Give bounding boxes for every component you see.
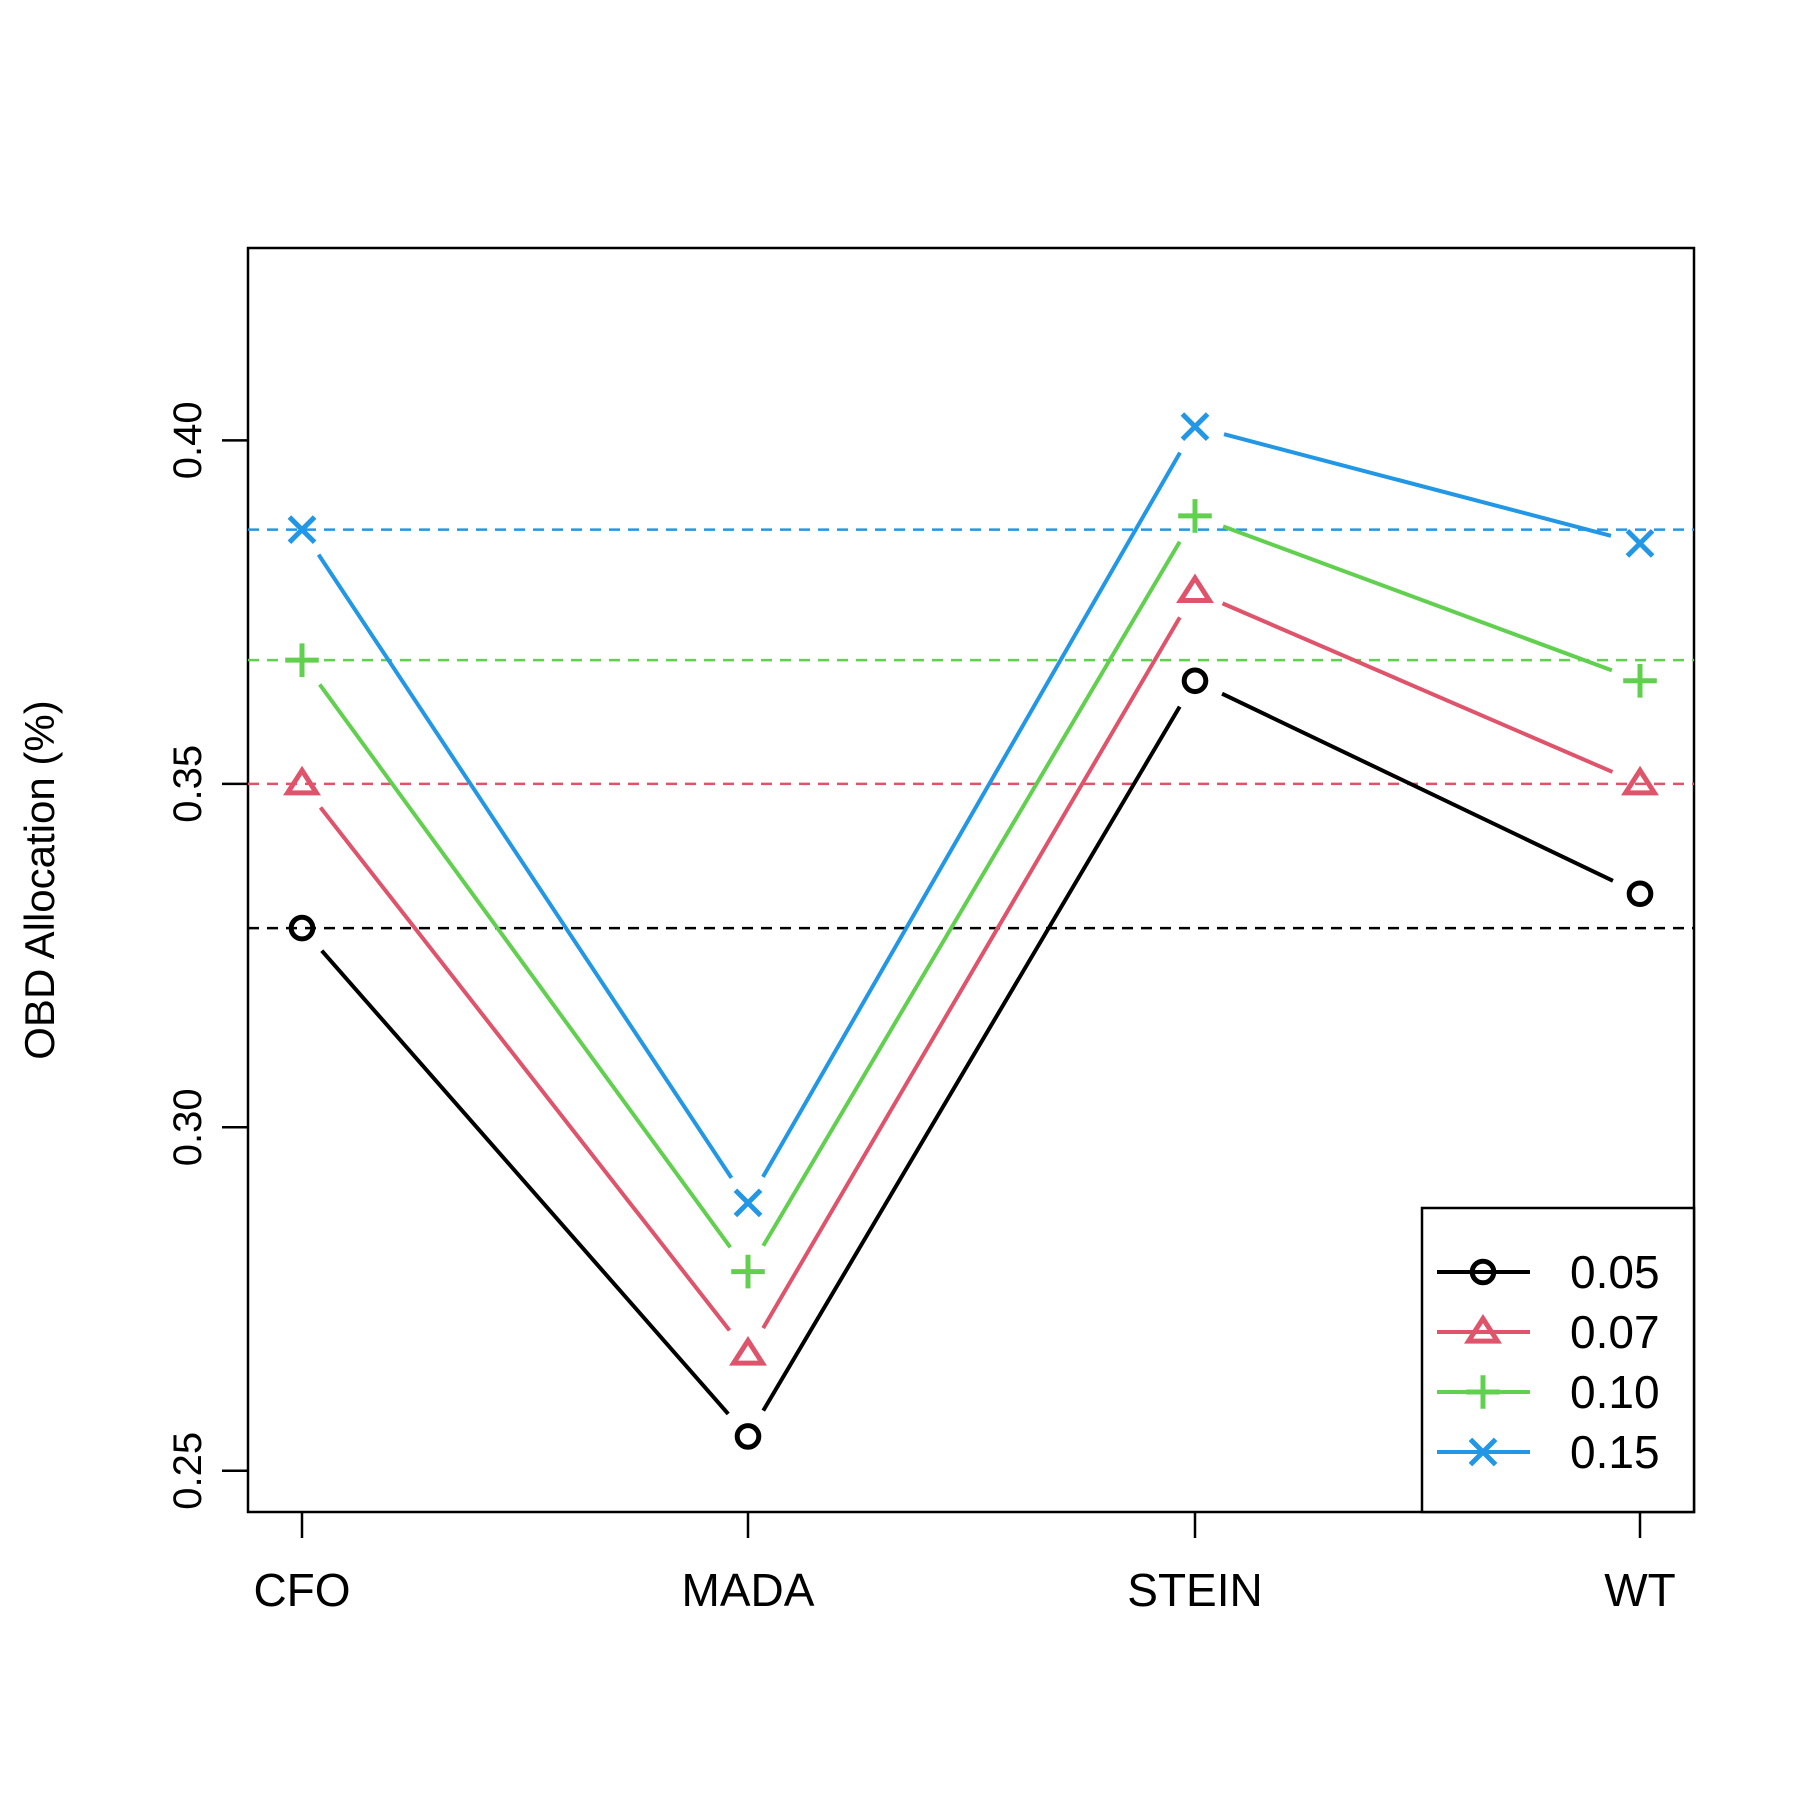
series-2-point-1 — [731, 1254, 765, 1289]
x-tick-label-3: WT — [1604, 1564, 1676, 1616]
series-3-segment-0 — [316, 553, 734, 1179]
y-axis-label: OBD Allocation (%) — [16, 700, 63, 1059]
y-axis: 0.25 0.30 0.35 0.40 — [166, 401, 248, 1510]
series-1-segment-2 — [1221, 601, 1614, 774]
x-tick-label-2: STEIN — [1127, 1564, 1262, 1616]
series-3-point-0 — [287, 515, 317, 545]
series-0-segment-2 — [1221, 691, 1614, 883]
series-3-segment-2 — [1223, 432, 1612, 538]
legend-marker-3 — [1468, 1437, 1498, 1467]
series-lines — [283, 412, 1659, 1450]
legend-marker-2 — [1466, 1375, 1500, 1409]
legend-label-1: 0.07 — [1570, 1306, 1660, 1358]
legend-item-1: 0.07 — [1437, 1306, 1660, 1358]
plot-frame — [246, 246, 1696, 1514]
series-2-point-0 — [285, 643, 319, 677]
series-0 — [288, 667, 1654, 1450]
series-0-point-0 — [288, 914, 316, 942]
series-1-point-2 — [1176, 573, 1214, 604]
y-tick-label-2: 0.35 — [166, 745, 210, 823]
series-1-point-3 — [1621, 765, 1659, 796]
series-2-segment-0 — [318, 683, 732, 1249]
series-1-segment-0 — [318, 806, 732, 1332]
series-3-point-1 — [733, 1188, 763, 1218]
series-3 — [287, 412, 1655, 1218]
series-2-segment-2 — [1222, 524, 1613, 673]
series-2-point-2 — [1178, 499, 1212, 533]
legend-box — [1420, 1206, 1696, 1514]
series-3-point-3 — [1625, 529, 1655, 558]
legend-marker-1 — [1464, 1313, 1502, 1344]
legend: 0.05 0.07 0.10 0.15 — [1420, 1206, 1696, 1514]
series-3-point-2 — [1180, 412, 1210, 441]
y-tick-label-3: 0.40 — [166, 401, 210, 479]
legend-item-2: 0.10 — [1437, 1366, 1660, 1418]
series-0-segment-1 — [761, 705, 1182, 1412]
y-tick-label-1: 0.30 — [166, 1088, 210, 1166]
series-1-segment-1 — [761, 616, 1182, 1330]
legend-label-0: 0.05 — [1570, 1246, 1660, 1298]
reference-lines — [248, 528, 1694, 930]
legend-marker-0 — [1469, 1258, 1497, 1286]
legend-item-0: 0.05 — [1437, 1246, 1660, 1298]
series-1-point-0 — [283, 765, 321, 796]
series-1-point-1 — [729, 1335, 767, 1366]
x-axis: CFO MADA STEIN WT — [253, 1512, 1676, 1616]
y-tick-label-0: 0.25 — [166, 1432, 210, 1510]
legend-label-2: 0.10 — [1570, 1366, 1660, 1418]
series-1 — [283, 573, 1659, 1366]
series-0-segment-0 — [320, 949, 730, 1416]
series-2 — [285, 499, 1657, 1289]
legend-item-3: 0.15 — [1437, 1426, 1660, 1478]
series-0-point-3 — [1626, 880, 1654, 908]
series-2-segment-1 — [761, 540, 1182, 1247]
x-tick-label-1: MADA — [682, 1564, 815, 1616]
series-3-segment-1 — [761, 451, 1182, 1178]
series-0-point-2 — [1181, 667, 1209, 695]
x-tick-label-0: CFO — [253, 1564, 350, 1616]
legend-label-3: 0.15 — [1570, 1426, 1660, 1478]
series-2-point-3 — [1623, 663, 1657, 698]
series-0-point-1 — [734, 1423, 762, 1450]
